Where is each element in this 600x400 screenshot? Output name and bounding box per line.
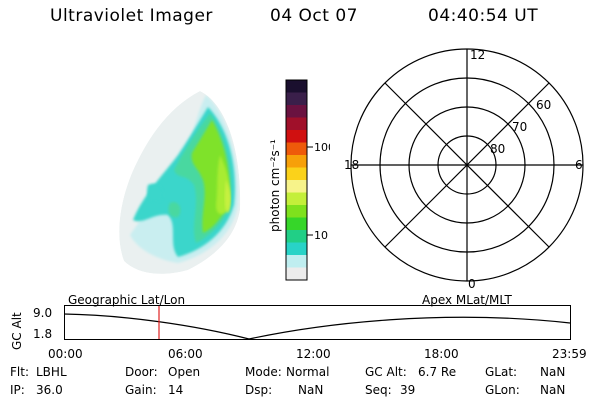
timeline-frame [64,305,571,340]
colorbar-cell [286,230,307,243]
dsp-label: Dsp: [245,383,273,397]
mode-value: Normal [286,365,330,379]
timeline-plot [64,305,571,340]
geographic-label: Geographic Lat/Lon [68,293,186,307]
glon-label: GLon: [485,383,520,397]
polar-lat-70: 70 [512,120,527,134]
flt-value: LBHL [36,365,67,379]
gc-alt-axis-label: GC Alt [10,312,24,350]
gc-alt-tick-bottom: 1.8 [33,327,53,341]
colorbar-tick-label-10: 10 [314,229,328,242]
colorbar-cell [286,105,307,118]
xtick-0000: 00:00 [48,347,83,361]
xtick-0600: 06:00 [168,347,203,361]
gain-value: 14 [168,383,184,397]
door-value: Open [168,365,201,379]
polar-diagonal-2 [384,82,550,248]
door-label: Door: [125,365,158,379]
colorbar-cell [286,117,307,131]
polar-label-6: 6 [575,158,583,172]
colorbar-cell [286,92,307,106]
polar-label-12: 12 [470,48,485,62]
colorbar-cell [286,205,307,218]
auroral-image [119,91,241,274]
colorbar-cell [286,80,307,93]
image-cyan-patch [147,183,164,202]
colorbar-tick-label-100: 100 [314,141,330,154]
colorbar-cell [286,217,307,231]
polar-plot: 12 18 6 0 60 70 80 [344,48,584,290]
polar-label-0: 0 [468,277,476,290]
seq-label: Seq: [365,383,392,397]
colorbar-cell [286,167,307,181]
gcalt-value: 6.7 Re [418,365,457,379]
ip-label: IP: [10,383,25,397]
polar-lat-60: 60 [536,98,551,112]
instrument-title: Ultraviolet Imager [50,6,213,26]
gcalt-label: GC Alt: [365,365,407,379]
altitude-curve [64,313,571,340]
image-bright-lime-layer [224,180,231,213]
apex-label: Apex MLat/MLT [422,293,512,307]
glon-value: NaN [540,383,566,397]
ip-value: 36.0 [36,383,63,397]
date-label: 04 Oct 07 [270,6,358,26]
colorbar-cell [286,155,307,168]
glat-value: NaN [540,365,566,379]
xtick-1200: 12:00 [296,347,331,361]
polar-lat-80: 80 [490,142,505,156]
flt-label: Flt: [10,365,29,379]
colorbar-cell [286,180,307,193]
seq-value: 39 [400,383,416,397]
polar-label-18: 18 [344,158,359,172]
colorbar-cell [286,242,307,256]
colorbar-cell [286,130,307,143]
colorbar-cell [286,192,307,206]
colorbar-cell [286,255,307,268]
image-teal-patch [168,202,181,218]
gc-alt-tick-top: 9.0 [33,306,53,320]
mode-label: Mode: [245,365,282,379]
gain-label: Gain: [125,383,157,397]
colorbar-cell [286,267,307,281]
xtick-2359: 23:59 [552,347,587,361]
colorbar: 100 10 [285,79,330,281]
colorbar-label: photon cm⁻²s⁻¹ [268,139,282,232]
glat-label: GLat: [485,365,518,379]
dsp-value: NaN [298,383,324,397]
xtick-1800: 18:00 [424,347,459,361]
time-label: 04:40:54 UT [428,6,539,26]
colorbar-cell [286,142,307,156]
